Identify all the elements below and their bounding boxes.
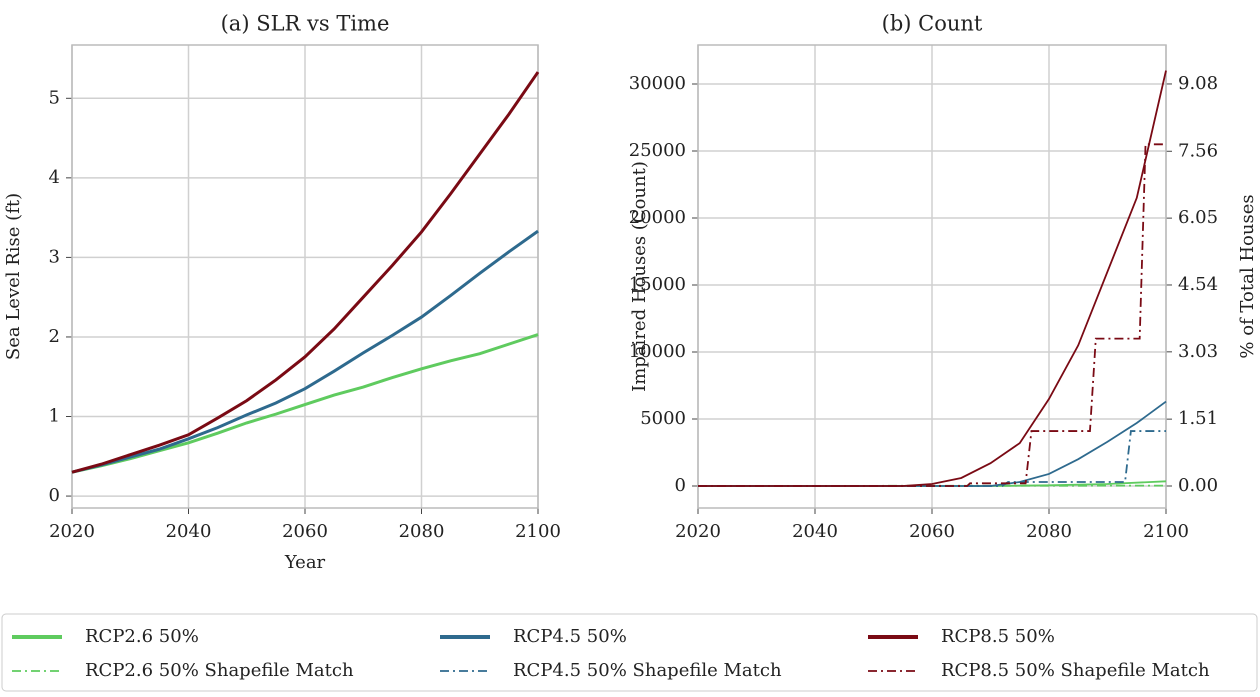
y-tick-label: 3 <box>49 246 60 267</box>
legend-label: RCP8.5 50% Shapefile Match <box>941 660 1210 681</box>
y-tick-label: 5000 <box>640 408 686 429</box>
legend-label: RCP4.5 50% <box>513 626 627 647</box>
x-tick-label: 2100 <box>1143 521 1189 542</box>
y2-axis-label: % of Total Houses <box>1237 194 1258 358</box>
y-tick-label: 25000 <box>629 140 686 161</box>
y2-tick-label: 4.54 <box>1178 274 1218 295</box>
y-tick-label: 4 <box>49 167 60 188</box>
y2-tick-label: 1.51 <box>1178 408 1218 429</box>
y-tick-label: 30000 <box>629 73 686 94</box>
y-tick-label: 2 <box>49 326 60 347</box>
legend-label: RCP8.5 50% <box>941 626 1055 647</box>
y2-tick-label: 7.56 <box>1178 140 1218 161</box>
x-tick-label: 2060 <box>282 521 328 542</box>
x-tick-label: 2020 <box>675 521 721 542</box>
x-axis-label: Year <box>284 552 326 573</box>
chart-title: (a) SLR vs Time <box>221 12 390 36</box>
legend-label: RCP2.6 50% Shapefile Match <box>85 660 354 681</box>
y-axis-label: Impaired Houses (Count) <box>629 161 650 392</box>
x-tick-label: 2020 <box>49 521 95 542</box>
y-tick-label: 1 <box>49 406 60 427</box>
y2-tick-label: 3.03 <box>1178 341 1218 362</box>
x-tick-label: 2080 <box>1026 521 1072 542</box>
x-tick-label: 2060 <box>909 521 955 542</box>
chart-title: (b) Count <box>882 12 983 36</box>
x-tick-label: 2100 <box>515 521 561 542</box>
y-axis-label: Sea Level Rise (ft) <box>3 193 24 360</box>
legend-label: RCP2.6 50% <box>85 626 199 647</box>
y2-tick-label: 0.00 <box>1178 475 1218 496</box>
y2-tick-label: 6.05 <box>1178 207 1218 228</box>
y2-tick-label: 9.08 <box>1178 73 1218 94</box>
y-tick-label: 0 <box>675 475 686 496</box>
y-tick-label: 5 <box>49 87 60 108</box>
y-tick-label: 0 <box>49 485 60 506</box>
x-tick-label: 2040 <box>166 521 212 542</box>
legend-label: RCP4.5 50% Shapefile Match <box>513 660 782 681</box>
x-tick-label: 2040 <box>792 521 838 542</box>
x-tick-label: 2080 <box>399 521 445 542</box>
